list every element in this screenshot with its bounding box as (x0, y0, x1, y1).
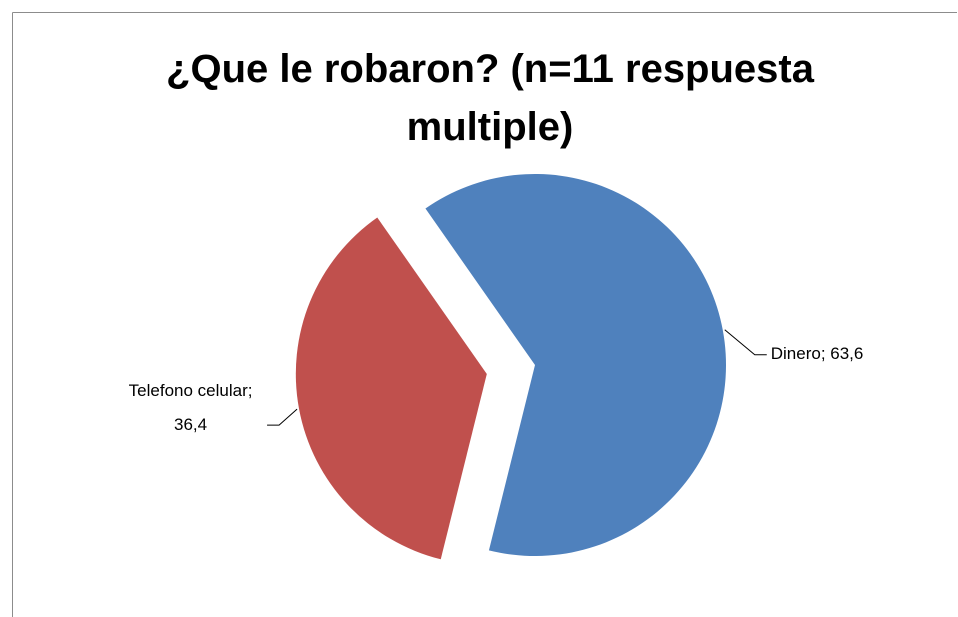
chart-title: ¿Que le robaron? (n=11 respuesta multipl… (166, 47, 814, 149)
data-label-box: Telefono celular; 36,4 (128, 381, 253, 435)
data-label: Dinero; 63,6 (771, 344, 864, 363)
pie-slice (425, 174, 727, 557)
leader-line (724, 329, 767, 356)
leader-line (267, 408, 298, 426)
data-label: Telefono celular; 36,4 (128, 381, 253, 435)
pie-slice (295, 217, 487, 560)
title-box: ¿Que le robaron? (n=11 respuesta multipl… (166, 47, 814, 149)
